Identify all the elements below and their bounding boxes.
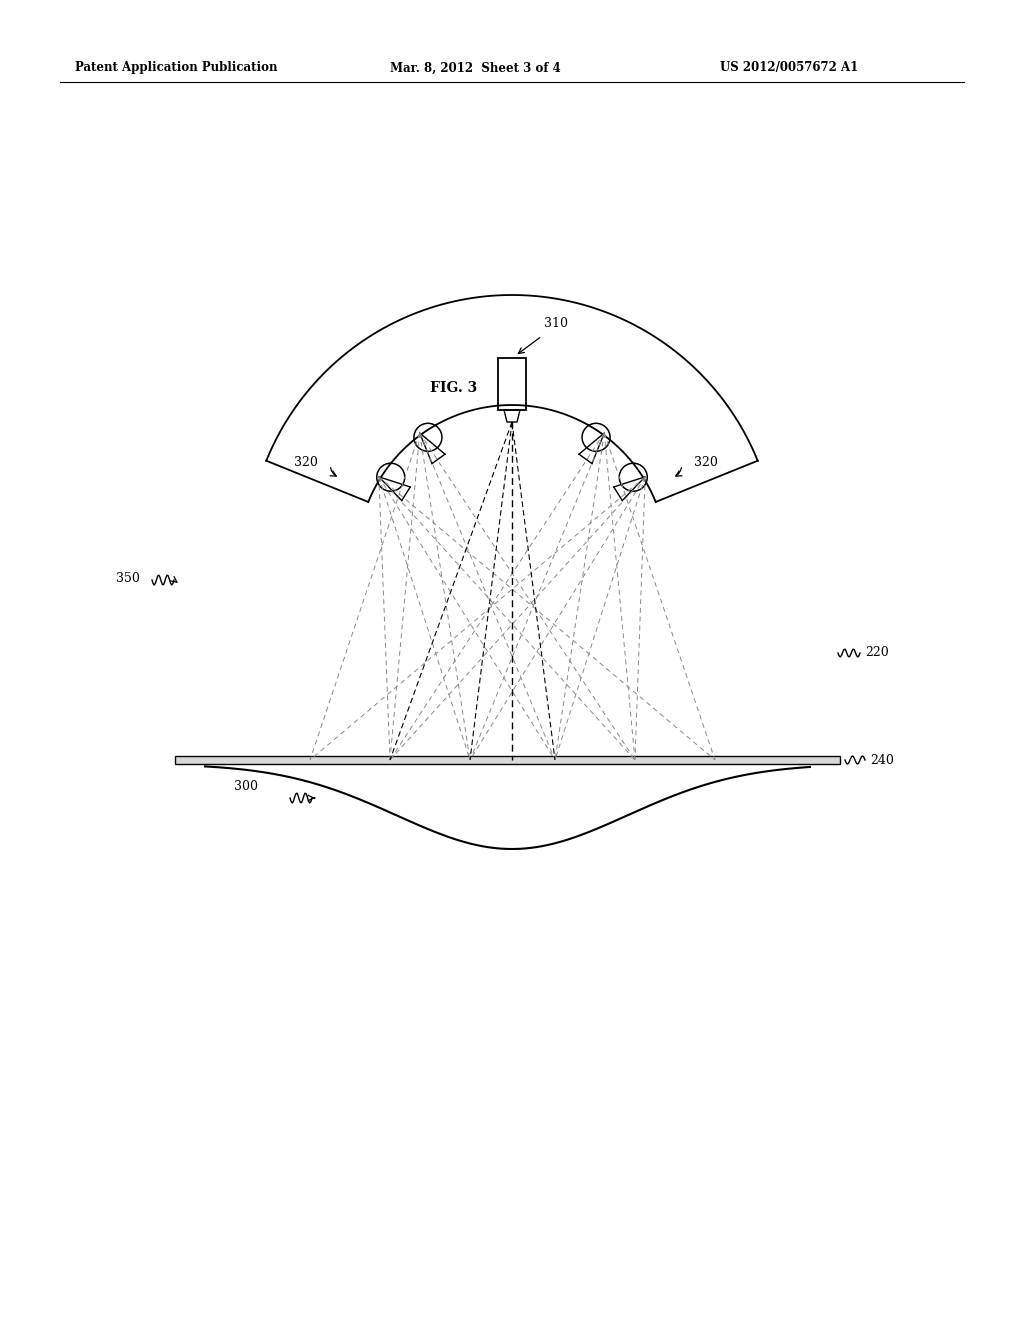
Text: 240: 240 [870, 754, 894, 767]
Text: 220: 220 [865, 647, 889, 660]
Text: Patent Application Publication: Patent Application Publication [75, 62, 278, 74]
Text: 350: 350 [116, 572, 140, 585]
Text: 320: 320 [294, 455, 318, 469]
Text: 300: 300 [234, 780, 258, 793]
Bar [175, 756, 840, 764]
Text: Mar. 8, 2012  Sheet 3 of 4: Mar. 8, 2012 Sheet 3 of 4 [390, 62, 561, 74]
Text: 310: 310 [544, 317, 568, 330]
Text: 320: 320 [694, 455, 718, 469]
Text: FIG. 3: FIG. 3 [430, 381, 477, 395]
Bar [498, 358, 526, 411]
Text: US 2012/0057672 A1: US 2012/0057672 A1 [720, 62, 858, 74]
